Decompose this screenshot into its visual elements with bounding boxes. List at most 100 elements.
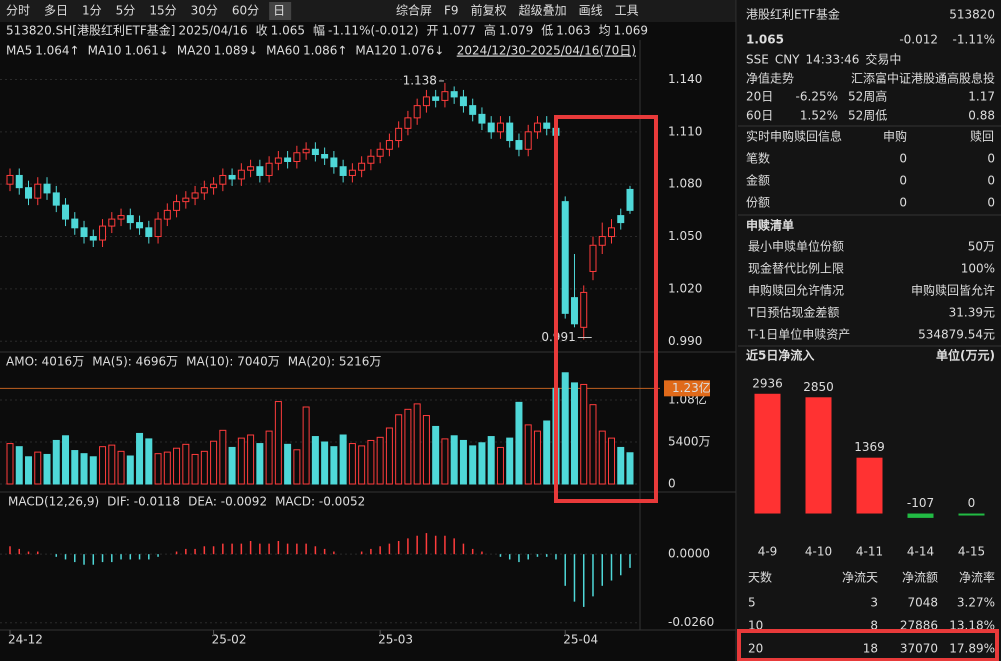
candle-body bbox=[348, 169, 356, 176]
candle-body bbox=[71, 218, 79, 229]
volume-bar bbox=[52, 439, 60, 485]
candle-body bbox=[173, 201, 181, 211]
volume-bar bbox=[506, 437, 514, 485]
volume-bar bbox=[173, 447, 181, 485]
candle-body bbox=[607, 227, 615, 238]
info-item: 低 bbox=[541, 24, 553, 38]
menu-item[interactable]: 工具 bbox=[615, 4, 639, 18]
candle-body bbox=[496, 122, 504, 133]
col-header: 净流额 bbox=[902, 571, 938, 585]
meta: CNY bbox=[775, 53, 800, 67]
volume-bar bbox=[367, 439, 375, 485]
period-tab[interactable]: 日 bbox=[273, 4, 285, 18]
row-label: 金额 bbox=[746, 173, 770, 188]
volume-bar bbox=[274, 401, 282, 485]
menu-item[interactable]: 前复权 bbox=[471, 3, 507, 18]
flow-cell: 5 bbox=[748, 596, 756, 610]
candle-body bbox=[200, 187, 208, 194]
period-tab[interactable]: 15分 bbox=[149, 4, 176, 18]
volume-bar bbox=[626, 452, 634, 485]
candle-body bbox=[478, 113, 486, 124]
info-item: 收 bbox=[256, 24, 268, 38]
candle-body bbox=[52, 192, 60, 206]
volume-bar bbox=[348, 443, 356, 485]
candle-body bbox=[321, 154, 329, 159]
volume-bar bbox=[108, 444, 116, 485]
period-tab[interactable]: 5分 bbox=[116, 4, 136, 18]
candle-body bbox=[570, 297, 578, 325]
candle-body bbox=[219, 174, 227, 185]
col-header: 申购 bbox=[883, 129, 907, 144]
candle-body bbox=[302, 148, 310, 154]
row-value: 0 bbox=[899, 196, 907, 210]
volume-bar bbox=[15, 446, 23, 485]
candle-body bbox=[62, 204, 70, 220]
candle-body bbox=[163, 209, 171, 220]
value-label: 2850 bbox=[803, 380, 834, 394]
candle-body bbox=[126, 215, 134, 224]
ma-name: MA120 bbox=[355, 44, 396, 58]
candle-body bbox=[395, 127, 403, 142]
nav-value: 0.88 bbox=[968, 109, 995, 123]
nav-value: 1.52% bbox=[800, 109, 838, 123]
volume-bar bbox=[71, 450, 79, 485]
flow-cell: 18 bbox=[863, 642, 878, 656]
change-pct: -1.11% bbox=[953, 33, 995, 47]
volume-bar bbox=[496, 446, 504, 485]
ma-name: MA20 bbox=[177, 44, 211, 58]
date-range: 2024/12/30-2025/04/16(70日) bbox=[457, 44, 636, 58]
nav-value: -6.25% bbox=[796, 90, 838, 104]
menu-item[interactable]: F9 bbox=[444, 4, 459, 18]
info-item: 2025/04/16 bbox=[178, 24, 247, 38]
menu-item[interactable]: 画线 bbox=[579, 4, 603, 18]
candle-body bbox=[247, 166, 255, 171]
candle-body bbox=[515, 140, 523, 150]
volume-bar bbox=[524, 424, 532, 485]
y-tick-label: 5400万 bbox=[668, 435, 711, 449]
menu-item[interactable]: 综合屏 bbox=[396, 3, 432, 18]
bar bbox=[805, 397, 832, 514]
volume-bar bbox=[533, 430, 541, 485]
candle-body bbox=[459, 96, 467, 107]
period-tab[interactable]: 多日 bbox=[44, 4, 68, 18]
volume-bar bbox=[598, 430, 606, 485]
candle-body bbox=[117, 215, 125, 220]
volume-bar bbox=[34, 451, 42, 485]
current-label: 1.23亿 bbox=[672, 380, 711, 395]
candle-body bbox=[284, 157, 292, 162]
period-tab[interactable]: 1分 bbox=[82, 4, 102, 18]
volume-bar bbox=[478, 442, 486, 485]
chart-title: 近5日净流入 bbox=[746, 348, 814, 363]
legend-item: MACD: -0.0052 bbox=[275, 495, 365, 509]
volume-bar bbox=[422, 415, 430, 485]
row-label: 现金替代比例上限 bbox=[748, 261, 844, 276]
nav-label: 52周高 bbox=[848, 89, 887, 104]
period-tab[interactable]: 分时 bbox=[6, 4, 30, 18]
candle-body bbox=[413, 105, 421, 119]
ma-name: MA60 bbox=[266, 44, 300, 58]
volume-bar bbox=[99, 446, 107, 485]
candle-body bbox=[367, 155, 375, 164]
menu-item[interactable]: 超级叠加 bbox=[519, 3, 567, 18]
candle-body bbox=[450, 91, 458, 98]
section-title: 申赎清单 bbox=[746, 218, 794, 233]
candle-body bbox=[543, 122, 551, 129]
candle-body bbox=[293, 152, 301, 162]
period-tab[interactable]: 60分 bbox=[232, 4, 259, 18]
legend-item: MA(20): 5216万 bbox=[288, 355, 382, 369]
flow-cell: 3 bbox=[870, 596, 878, 610]
nav-label: 60日 bbox=[746, 109, 773, 123]
value-label: 2936 bbox=[752, 376, 783, 390]
row-label: 最小申赎单位份额 bbox=[748, 239, 844, 254]
period-tab[interactable]: 30分 bbox=[191, 4, 218, 18]
legend-item: MACD(12,26,9) bbox=[8, 495, 99, 509]
candle-body bbox=[228, 174, 236, 180]
volume-bar bbox=[302, 406, 310, 485]
highlight-box bbox=[737, 629, 999, 661]
volume-bar bbox=[293, 449, 301, 485]
candle-body bbox=[99, 225, 107, 241]
candle-body bbox=[108, 218, 116, 227]
row-value: 申购赎回皆允许 bbox=[911, 283, 995, 298]
value-label: 0 bbox=[968, 496, 976, 510]
